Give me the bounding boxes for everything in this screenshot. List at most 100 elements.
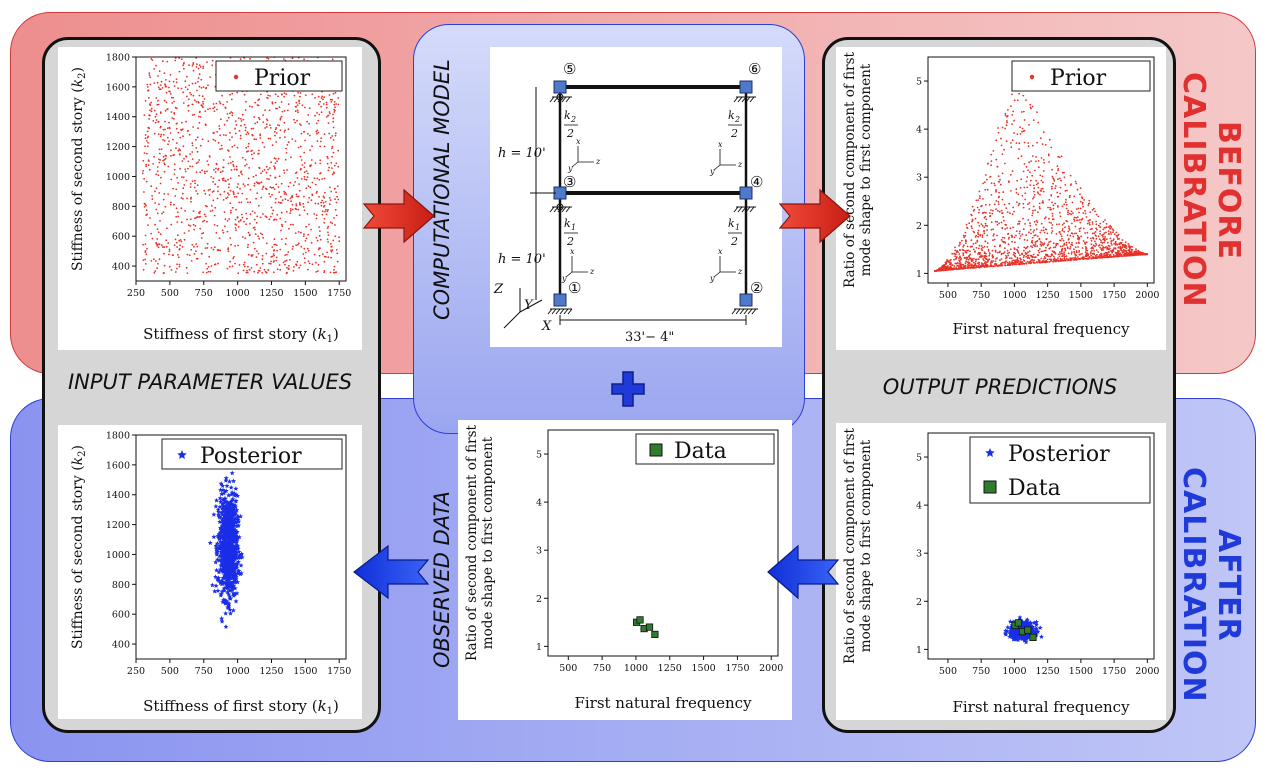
point <box>1072 235 1075 238</box>
point <box>1093 253 1096 256</box>
point <box>296 119 298 122</box>
x-tick-label: 750 <box>972 290 990 301</box>
point <box>307 172 309 175</box>
point <box>211 534 217 540</box>
point <box>263 268 266 271</box>
point <box>245 271 248 274</box>
point <box>1099 226 1102 229</box>
point <box>328 111 331 113</box>
point <box>222 599 228 605</box>
point <box>987 250 990 252</box>
point <box>1078 250 1081 252</box>
point <box>234 132 237 135</box>
point <box>228 595 234 601</box>
point <box>335 162 338 165</box>
point <box>216 249 219 252</box>
x-tick-label: 500 <box>161 666 179 677</box>
point <box>303 58 305 61</box>
point <box>217 262 220 265</box>
point <box>1074 232 1076 235</box>
point <box>204 110 207 112</box>
point <box>157 133 160 135</box>
point <box>280 229 282 232</box>
x-tick-label: 500 <box>161 288 179 299</box>
point <box>218 591 224 597</box>
point <box>1035 219 1038 222</box>
point <box>151 195 153 197</box>
point <box>1124 249 1127 252</box>
point <box>198 73 201 76</box>
point <box>969 257 971 260</box>
point <box>211 64 214 67</box>
point <box>306 247 309 250</box>
point <box>990 228 993 231</box>
point <box>164 205 167 208</box>
point <box>983 245 986 248</box>
point <box>305 170 308 172</box>
point <box>1086 231 1089 234</box>
point <box>279 248 282 251</box>
point <box>142 243 144 246</box>
point <box>191 151 194 153</box>
point <box>1103 226 1106 229</box>
point <box>1015 230 1018 233</box>
point <box>1010 142 1012 144</box>
point <box>1030 245 1032 248</box>
point <box>173 244 176 247</box>
point <box>1008 236 1010 239</box>
point <box>1061 205 1064 208</box>
point <box>1031 620 1037 625</box>
point <box>980 254 982 257</box>
point <box>319 230 321 233</box>
point <box>334 235 337 238</box>
point <box>248 167 251 169</box>
point <box>333 172 335 175</box>
legend-label: Posterior <box>200 444 302 469</box>
point <box>159 220 161 222</box>
x-tick-label: 2000 <box>1135 290 1159 301</box>
point <box>1105 255 1108 258</box>
point <box>214 497 219 503</box>
point <box>1025 234 1028 237</box>
point <box>1008 202 1011 205</box>
point <box>261 170 264 173</box>
point <box>1043 260 1045 263</box>
point <box>148 114 150 117</box>
point <box>1003 219 1005 222</box>
point <box>203 98 206 100</box>
point <box>327 256 330 259</box>
point <box>1030 232 1032 235</box>
point <box>224 483 230 489</box>
point <box>1000 252 1003 255</box>
point <box>144 134 147 136</box>
point <box>284 254 287 256</box>
x-tick-label: 1000 <box>1002 290 1026 301</box>
point <box>1063 255 1066 258</box>
point <box>283 169 285 172</box>
point <box>945 267 947 270</box>
point <box>330 250 333 253</box>
point <box>219 616 225 621</box>
point <box>271 102 274 105</box>
point <box>990 164 992 167</box>
point <box>168 86 170 89</box>
point <box>269 174 272 177</box>
point <box>175 147 177 149</box>
point <box>1057 257 1059 259</box>
point <box>1023 254 1025 257</box>
point <box>1075 258 1078 260</box>
point <box>1107 244 1110 247</box>
point <box>1074 246 1077 249</box>
point <box>207 270 210 273</box>
point <box>217 532 223 538</box>
point <box>258 152 260 155</box>
point <box>1110 233 1112 235</box>
point <box>245 163 248 166</box>
point <box>1061 238 1063 240</box>
point <box>972 248 975 251</box>
point <box>170 178 173 181</box>
point <box>1038 261 1041 264</box>
point <box>276 160 278 162</box>
point <box>238 264 241 266</box>
point <box>1001 126 1004 129</box>
